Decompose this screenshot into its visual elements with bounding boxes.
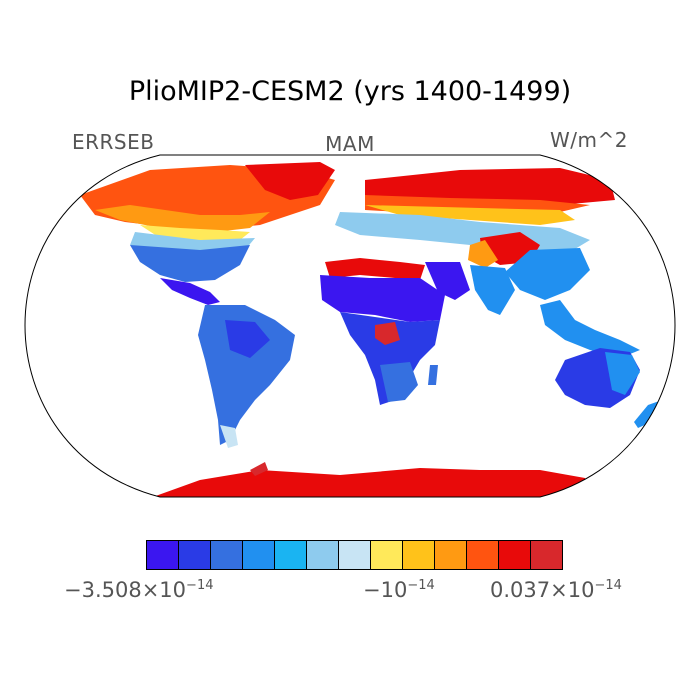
- southeast-asia: [540, 300, 640, 358]
- north-america-mid: [130, 245, 250, 282]
- south-america-patch: [225, 320, 270, 358]
- colorbar: [146, 540, 563, 570]
- colorbar-swatch-8: [403, 541, 435, 569]
- units-label: W/m^2: [550, 128, 628, 152]
- colorbar-swatch-10: [467, 541, 499, 569]
- tibet-orange: [468, 240, 498, 268]
- sahara: [320, 275, 445, 322]
- colorbar-swatch-9: [435, 541, 467, 569]
- south-america-tip: [220, 425, 238, 448]
- colorbar-swatch-3: [243, 541, 275, 569]
- variable-label: ERRSEB: [72, 130, 155, 154]
- north-america-north-orange: [95, 205, 270, 232]
- eurasia-yellow-band: [365, 205, 575, 225]
- africa-red-patch: [375, 322, 400, 345]
- colorbar-swatch-11: [499, 541, 531, 569]
- colorbar-swatch-7: [371, 541, 403, 569]
- australia-east: [605, 352, 640, 395]
- antarctica: [150, 468, 600, 497]
- greenland: [245, 162, 335, 200]
- africa-central: [340, 312, 440, 405]
- central-america: [160, 278, 220, 305]
- land-fill: [80, 162, 662, 497]
- colorbar-swatch-6: [339, 541, 371, 569]
- asia-east: [505, 248, 590, 300]
- colorbar-label-max: 0.037×10−14: [490, 578, 622, 602]
- colorbar-label-min: −3.508×10−14: [64, 578, 214, 602]
- arabia: [425, 262, 470, 300]
- india: [470, 265, 515, 315]
- colorbar-swatch-5: [307, 541, 339, 569]
- globe-outline: [24, 154, 676, 498]
- colorbar-swatch-0: [147, 541, 179, 569]
- season-label: MAM: [325, 132, 375, 156]
- colorbar-label-mid: −10−14: [363, 578, 435, 602]
- eurasia-north-red: [365, 168, 615, 205]
- colorbar-swatch-1: [179, 541, 211, 569]
- colorbar-swatch-4: [275, 541, 307, 569]
- colorbar-swatch-12: [531, 541, 562, 569]
- africa-south: [380, 362, 418, 402]
- antarctic-peninsula: [250, 462, 268, 476]
- new-zealand: [634, 400, 662, 428]
- madagascar: [428, 365, 438, 385]
- colorbar-swatch-2: [211, 541, 243, 569]
- south-america: [198, 305, 295, 445]
- map-title: PlioMIP2-CESM2 (yrs 1400-1499): [128, 76, 572, 107]
- north-africa-red: [325, 258, 425, 280]
